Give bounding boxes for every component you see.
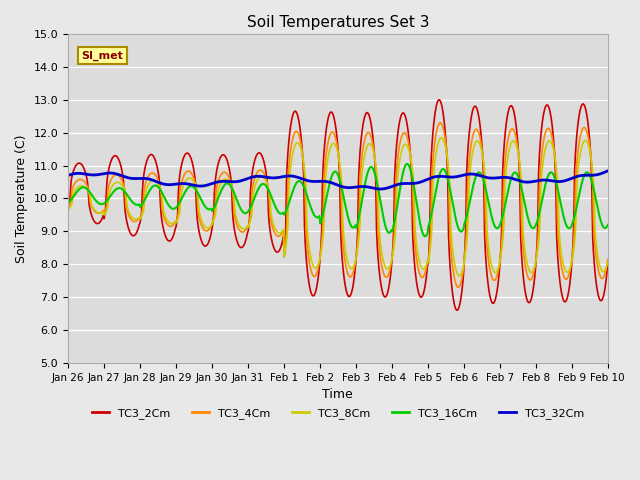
Text: SI_met: SI_met: [81, 50, 124, 61]
TC3_32Cm: [420, 178, 428, 184]
TC3_2Cm: [403, 122, 411, 128]
TC3_32Cm: [129, 176, 137, 181]
Line: TC3_32Cm: TC3_32Cm: [68, 171, 608, 189]
TC3_2Cm: [74, 161, 82, 167]
X-axis label: Time: Time: [323, 388, 353, 401]
TC3_32Cm: [184, 181, 192, 187]
TC3_4Cm: [436, 120, 444, 126]
TC3_32Cm: [213, 180, 221, 185]
TC3_16Cm: [403, 161, 411, 167]
TC3_4Cm: [419, 274, 427, 280]
TC3_2Cm: [419, 292, 427, 298]
TC3_2Cm: [129, 233, 137, 239]
Line: TC3_8Cm: TC3_8Cm: [68, 138, 608, 276]
TC3_16Cm: [213, 199, 221, 205]
TC3_8Cm: [437, 135, 445, 141]
TC3_16Cm: [74, 188, 82, 193]
TC3_16Cm: [604, 222, 612, 228]
TC3_2Cm: [64, 207, 72, 213]
TC3_8Cm: [455, 273, 463, 279]
TC3_4Cm: [129, 218, 137, 224]
TC3_32Cm: [74, 170, 82, 176]
Line: TC3_4Cm: TC3_4Cm: [68, 123, 608, 287]
TC3_8Cm: [64, 207, 72, 213]
TC3_32Cm: [604, 168, 612, 174]
TC3_2Cm: [453, 307, 461, 313]
TC3_8Cm: [419, 266, 427, 272]
TC3_2Cm: [604, 261, 612, 266]
TC3_16Cm: [64, 200, 72, 205]
Title: Soil Temperatures Set 3: Soil Temperatures Set 3: [246, 15, 429, 30]
TC3_8Cm: [129, 216, 137, 221]
Y-axis label: Soil Temperature (C): Soil Temperature (C): [15, 134, 28, 263]
TC3_32Cm: [376, 186, 384, 192]
TC3_4Cm: [213, 185, 221, 191]
TC3_4Cm: [74, 177, 82, 183]
TC3_16Cm: [420, 232, 428, 238]
TC3_8Cm: [74, 184, 82, 190]
TC3_4Cm: [604, 257, 612, 263]
Line: TC3_16Cm: TC3_16Cm: [68, 164, 608, 236]
TC3_16Cm: [422, 233, 429, 239]
Legend: TC3_2Cm, TC3_4Cm, TC3_8Cm, TC3_16Cm, TC3_32Cm: TC3_2Cm, TC3_4Cm, TC3_8Cm, TC3_16Cm, TC3…: [88, 404, 588, 423]
TC3_8Cm: [213, 197, 221, 203]
TC3_4Cm: [184, 168, 192, 174]
TC3_4Cm: [64, 204, 72, 210]
TC3_16Cm: [184, 185, 192, 191]
TC3_8Cm: [403, 143, 411, 149]
TC3_16Cm: [404, 161, 412, 167]
TC3_32Cm: [64, 173, 72, 179]
TC3_8Cm: [184, 176, 192, 181]
TC3_2Cm: [184, 151, 192, 156]
Line: TC3_2Cm: TC3_2Cm: [68, 100, 608, 310]
TC3_4Cm: [454, 284, 462, 290]
TC3_16Cm: [129, 200, 137, 206]
TC3_32Cm: [404, 180, 412, 186]
TC3_8Cm: [604, 259, 612, 264]
TC3_4Cm: [403, 135, 411, 141]
TC3_2Cm: [435, 97, 443, 103]
TC3_2Cm: [213, 168, 221, 174]
